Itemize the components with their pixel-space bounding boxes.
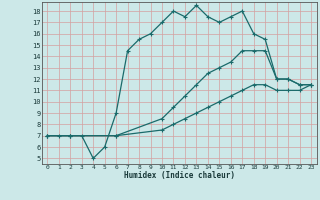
X-axis label: Humidex (Indice chaleur): Humidex (Indice chaleur)	[124, 171, 235, 180]
